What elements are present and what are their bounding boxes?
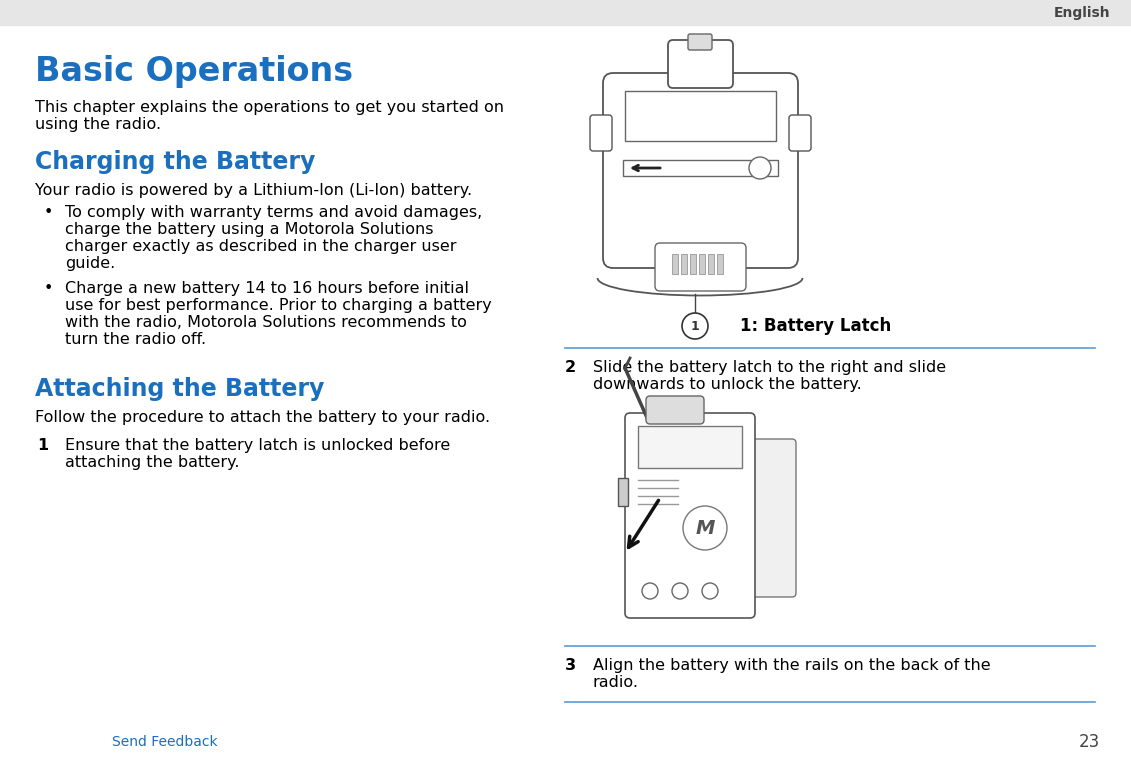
- Text: •: •: [43, 281, 53, 296]
- Text: Basic Operations: Basic Operations: [35, 55, 353, 88]
- Circle shape: [642, 583, 658, 599]
- Text: downwards to unlock the battery.: downwards to unlock the battery.: [593, 377, 862, 392]
- FancyBboxPatch shape: [688, 34, 713, 50]
- Text: 1: 1: [37, 438, 49, 453]
- Circle shape: [682, 313, 708, 339]
- Bar: [625, 91, 776, 141]
- Bar: [708, 254, 714, 274]
- Bar: [699, 254, 705, 274]
- Text: To comply with warranty terms and avoid damages,: To comply with warranty terms and avoid …: [64, 205, 482, 220]
- Text: Charge a new battery 14 to 16 hours before initial: Charge a new battery 14 to 16 hours befo…: [64, 281, 469, 296]
- Text: This chapter explains the operations to get you started on: This chapter explains the operations to …: [35, 100, 504, 115]
- Bar: [672, 254, 677, 274]
- Text: Send Feedback: Send Feedback: [112, 735, 218, 749]
- Text: using the radio.: using the radio.: [35, 117, 161, 132]
- Text: guide.: guide.: [64, 256, 115, 271]
- Text: 23: 23: [1079, 733, 1100, 751]
- FancyBboxPatch shape: [646, 396, 703, 424]
- Circle shape: [683, 506, 727, 550]
- FancyBboxPatch shape: [739, 439, 796, 597]
- FancyBboxPatch shape: [668, 40, 733, 88]
- Bar: [681, 254, 687, 274]
- Text: with the radio, Motorola Solutions recommends to: with the radio, Motorola Solutions recom…: [64, 315, 467, 330]
- Text: Slide the battery latch to the right and slide: Slide the battery latch to the right and…: [593, 360, 947, 375]
- Bar: [717, 254, 723, 274]
- Text: Ensure that the battery latch is unlocked before: Ensure that the battery latch is unlocke…: [64, 438, 450, 453]
- Text: English: English: [1053, 6, 1110, 20]
- Circle shape: [702, 583, 718, 599]
- FancyBboxPatch shape: [655, 243, 746, 291]
- Bar: [638, 426, 742, 468]
- Text: radio.: radio.: [593, 675, 639, 690]
- Text: 3: 3: [566, 658, 576, 673]
- Bar: [623, 160, 778, 176]
- Text: charge the battery using a Motorola Solutions: charge the battery using a Motorola Solu…: [64, 222, 433, 237]
- Text: 1: Battery Latch: 1: Battery Latch: [740, 317, 891, 335]
- Text: use for best performance. Prior to charging a battery: use for best performance. Prior to charg…: [64, 298, 492, 313]
- Bar: [0, 0, 1131, 25]
- FancyBboxPatch shape: [789, 115, 811, 151]
- FancyBboxPatch shape: [603, 73, 798, 268]
- Text: M: M: [696, 518, 715, 537]
- Text: Your radio is powered by a Lithium-Ion (Li-Ion) battery.: Your radio is powered by a Lithium-Ion (…: [35, 183, 472, 198]
- Bar: [690, 254, 696, 274]
- Circle shape: [672, 583, 688, 599]
- Text: attaching the battery.: attaching the battery.: [64, 455, 240, 470]
- Text: charger exactly as described in the charger user: charger exactly as described in the char…: [64, 239, 457, 254]
- Text: Align the battery with the rails on the back of the: Align the battery with the rails on the …: [593, 658, 991, 673]
- Text: •: •: [43, 205, 53, 220]
- Circle shape: [749, 157, 771, 179]
- Text: Attaching the Battery: Attaching the Battery: [35, 377, 325, 401]
- Text: 1: 1: [691, 320, 699, 333]
- Text: Charging the Battery: Charging the Battery: [35, 150, 316, 174]
- FancyBboxPatch shape: [590, 115, 612, 151]
- Bar: [618, 478, 628, 506]
- FancyBboxPatch shape: [625, 413, 756, 618]
- Text: 2: 2: [566, 360, 576, 375]
- Text: Follow the procedure to attach the battery to your radio.: Follow the procedure to attach the batte…: [35, 410, 490, 425]
- Text: turn the radio off.: turn the radio off.: [64, 332, 206, 347]
